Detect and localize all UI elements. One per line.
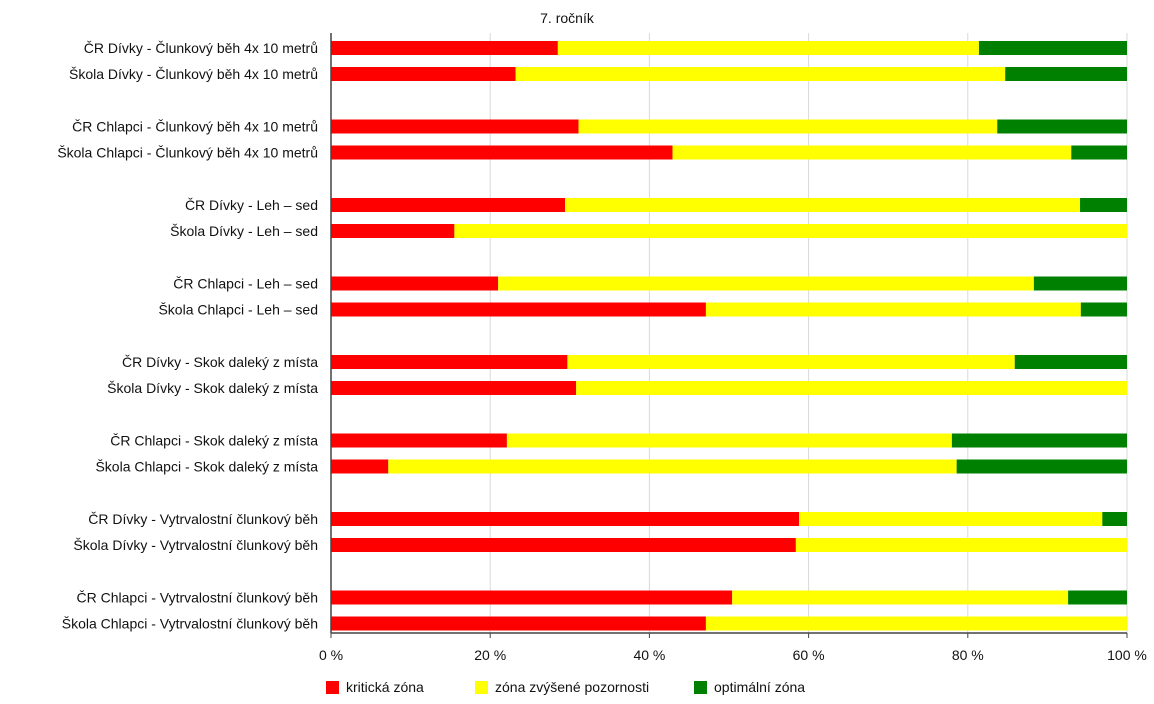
bar-segment: [1080, 198, 1127, 212]
bar-segment: [331, 512, 800, 526]
x-tick-label: 0 %: [319, 647, 343, 663]
bar-segment: [978, 41, 1127, 55]
bar-segment: [795, 538, 1127, 552]
bar-segment: [331, 381, 577, 395]
legend-label: kritická zóna: [346, 679, 424, 695]
bar-segment: [498, 276, 1034, 291]
x-tick-label: 60 %: [793, 647, 825, 663]
bar-segment: [557, 41, 979, 55]
bar-segment: [1071, 145, 1127, 160]
bar-segment: [454, 224, 1127, 238]
x-tick-label: 80 %: [952, 647, 984, 663]
category-label: Škola Dívky - Leh – sed: [170, 223, 318, 239]
bar-segment: [331, 276, 499, 291]
bar-segment: [951, 433, 1127, 448]
legend: kritická zóna zóna zvýšené pozornosti opti…: [326, 679, 805, 695]
category-label: ČR Dívky - Leh – sed: [185, 197, 318, 213]
bar-segment: [705, 616, 1127, 631]
legend-swatch: [326, 681, 339, 694]
bar-segment: [331, 67, 516, 81]
bar-segment: [705, 302, 1081, 317]
bar-segment: [1102, 512, 1127, 526]
legend-label: optimální zóna: [714, 679, 805, 695]
category-label: Škola Dívky - Člunkový běh 4x 10 metrů: [69, 66, 318, 82]
bar-segment: [331, 198, 566, 212]
bar-segment: [799, 512, 1103, 526]
legend-swatch: [694, 681, 707, 694]
bar-segment: [331, 433, 507, 448]
bar-segment: [1005, 67, 1127, 81]
bar-segment: [732, 590, 1069, 605]
category-label: ČR Dívky - Skok daleký z místa: [122, 354, 318, 370]
bar-segment: [331, 119, 579, 134]
bar-segment: [331, 41, 558, 55]
bars: [331, 41, 1127, 631]
bar-segment: [388, 459, 957, 474]
bar-segment: [331, 616, 706, 631]
bar-segment: [1033, 276, 1127, 291]
legend-label: zóna zvýšené pozornosti: [495, 679, 649, 695]
category-label: Škola Chlapci - Skok daleký z místa: [95, 459, 318, 475]
bar-segment: [331, 224, 455, 238]
category-label: Škola Chlapci - Člunkový běh 4x 10 metrů: [57, 145, 318, 161]
bar-segment: [576, 381, 1127, 395]
category-label: ČR Chlapci - Skok daleký z místa: [110, 433, 318, 449]
chart-title: 7. ročník: [540, 10, 595, 26]
bar-segment: [956, 459, 1127, 474]
category-label: Škola Dívky - Skok daleký z místa: [107, 380, 318, 396]
bar-segment: [997, 119, 1127, 134]
category-label: Škola Chlapci - Leh – sed: [158, 302, 318, 318]
bar-segment: [331, 459, 389, 474]
x-tick-label: 40 %: [633, 647, 665, 663]
category-label: ČR Chlapci - Leh – sed: [173, 276, 318, 292]
legend-swatch: [475, 681, 488, 694]
bar-segment: [1080, 302, 1127, 317]
x-tick-label: 100 %: [1107, 647, 1147, 663]
bar-segment: [506, 433, 952, 448]
bar-segment: [331, 302, 706, 317]
bar-segment: [567, 355, 1015, 369]
category-label: Škola Chlapci - Vytrvalostní člunkový bě…: [62, 616, 318, 632]
category-label: ČR Dívky - Člunkový běh 4x 10 metrů: [84, 40, 318, 56]
bar-segment: [672, 145, 1072, 160]
bar-segment: [578, 119, 998, 134]
category-labels: ČR Dívky - Člunkový běh 4x 10 metrů Škola…: [57, 40, 318, 632]
bar-segment: [331, 355, 568, 369]
bar-segment: [1014, 355, 1127, 369]
category-label: Škola Dívky - Vytrvalostní člunkový běh: [73, 537, 318, 553]
bar-segment: [1068, 590, 1127, 605]
bar-segment: [331, 590, 733, 605]
category-label: ČR Dívky - Vytrvalostní člunkový běh: [88, 511, 318, 527]
bar-segment: [331, 538, 796, 552]
x-tick-label: 20 %: [474, 647, 506, 663]
category-label: ČR Chlapci - Vytrvalostní člunkový běh: [77, 590, 318, 606]
x-axis-ticks: 0 % 20 % 40 % 60 % 80 % 100 %: [319, 633, 1147, 663]
bar-segment: [565, 198, 1081, 212]
bar-segment: [515, 67, 1006, 81]
category-label: ČR Chlapci - Člunkový běh 4x 10 metrů: [72, 119, 318, 135]
bar-segment: [331, 145, 673, 160]
